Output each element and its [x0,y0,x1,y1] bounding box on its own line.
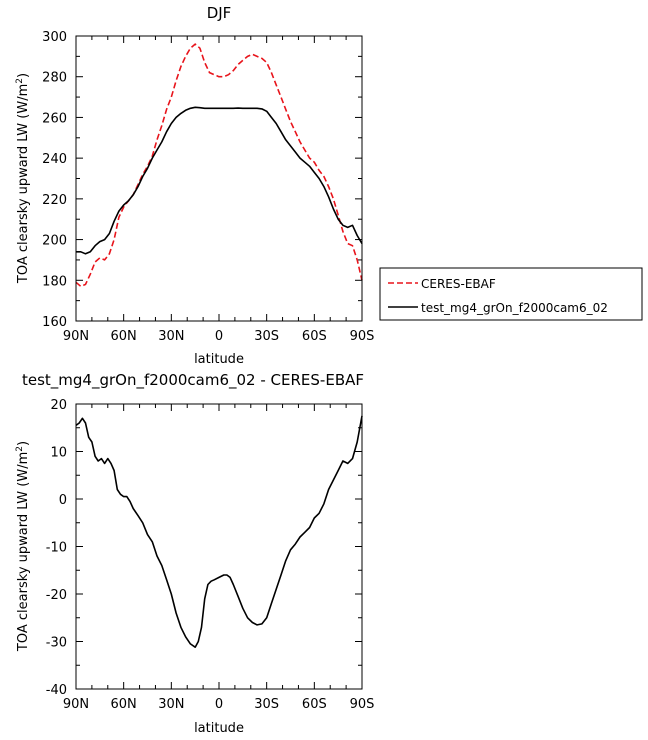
panel1-series-line-0 [75,43,363,288]
panel2-xtick-label: 30S [254,697,279,712]
panel2-ytick-label: 20 [50,398,67,413]
legend-label-model: test_mg4_grOn_f2000cam6_02 [421,301,608,315]
panel2-series-layer [75,415,363,648]
panel2-xlabel: latitude [194,721,244,736]
panel1-xlabel: latitude [194,352,244,367]
panel1-ytick-label: 240 [42,152,67,167]
panel2-ticks: 90N 60N 30N 0 30S 60S 90S -40 -30 -20 -10 0 10 20 [46,398,375,712]
panel1-ytick-label: 220 [42,193,67,208]
panel1-xtick-label: 30S [254,329,279,344]
panel1-xtick-label: 60N [111,329,137,344]
panel1-series-layer [75,43,363,288]
legend-label-ceres: CERES-EBAF [421,277,496,291]
panel2-xtick-label: 90S [350,697,375,712]
panel2-title: test_mg4_grOn_f2000cam6_02 - CERES-EBAF [22,371,364,390]
panel2-series-line-0 [75,415,363,648]
panel2-ytick-label: -20 [46,588,67,603]
panel2-xtick-label: 30N [158,697,184,712]
panel1-ticks: 90N 60N 30N 0 30S 60S 90S 160 180 200 220 240 260 280… [42,30,374,344]
panel1-xtick-label: 30N [158,329,184,344]
panel2-ytick-label: -40 [46,683,67,698]
panel1-ytick-label: 260 [42,111,67,126]
panel1-ylabel: TOA clearsky upward LW (W/m2) [15,73,31,284]
panel1-title: DJF [207,4,232,22]
panel1-ytick-label: 180 [42,274,67,289]
panel2-ytick-label: -10 [46,541,67,556]
panel2-xtick-label: 90N [63,697,89,712]
panel1-xtick-label: 0 [215,329,223,344]
panel1-xtick-label: 90S [350,329,375,344]
panel2-plot-frame [75,403,363,690]
panel2-xtick-label: 60S [302,697,327,712]
panel2-ytick-label: 0 [59,493,67,508]
panel1-ytick-label: 300 [42,30,67,45]
panel1-ytick-label: 160 [42,315,67,330]
panel1-series-line-1 [76,106,363,255]
climatology-panel: DJF 90N 60N 30N 0 30S 60S 90S 160 180 200 220 240 26… [15,4,374,367]
panel2-ytick-label: 10 [50,446,67,461]
difference-panel: test_mg4_grOn_f2000cam6_02 - CERES-EBAF … [15,371,374,736]
panel2-xtick-label: 0 [215,697,223,712]
panel1-xtick-label: 90N [63,329,89,344]
legend: CERES-EBAF test_mg4_grOn_f2000cam6_02 [379,267,643,321]
panel2-xtick-label: 60N [111,697,137,712]
panel2-ytick-label: -30 [46,636,67,651]
panel2-ylabel: TOA clearsky upward LW (W/m2) [15,441,31,652]
panel1-ytick-label: 200 [42,234,67,249]
panel1-xtick-label: 60S [302,329,327,344]
panel1-ytick-label: 280 [42,71,67,86]
legend-box [379,267,643,321]
